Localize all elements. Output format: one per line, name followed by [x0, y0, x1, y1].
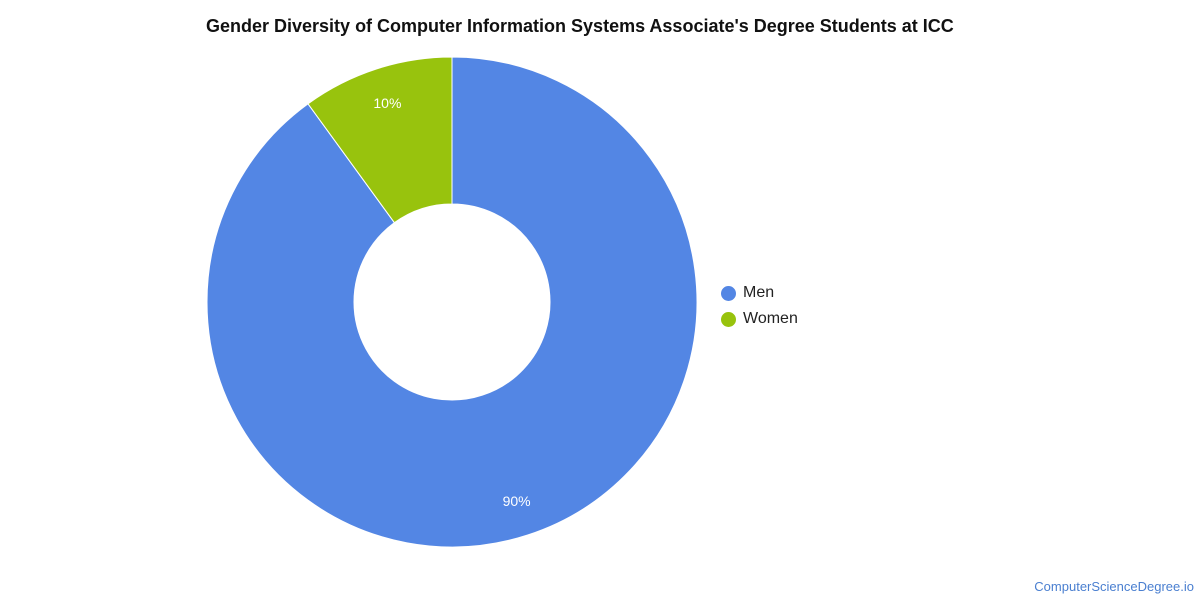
slice-men[interactable] [206, 56, 698, 548]
legend-swatch-men [721, 285, 736, 301]
legend-item-men[interactable]: Men [721, 280, 798, 306]
legend-label-men: Men [743, 284, 775, 301]
legend: Men Women [721, 280, 798, 332]
watermark[interactable]: ComputerScienceDegree.io [1034, 579, 1194, 594]
slice-label-men: 90% [503, 493, 531, 509]
legend-swatch-women [721, 311, 736, 327]
slice-women[interactable] [307, 56, 453, 224]
chart-title: Gender Diversity of Computer Information… [206, 16, 954, 36]
slice-label-women: 10% [373, 95, 401, 111]
legend-label-women: Women [743, 310, 798, 327]
legend-item-women[interactable]: Women [721, 306, 798, 332]
